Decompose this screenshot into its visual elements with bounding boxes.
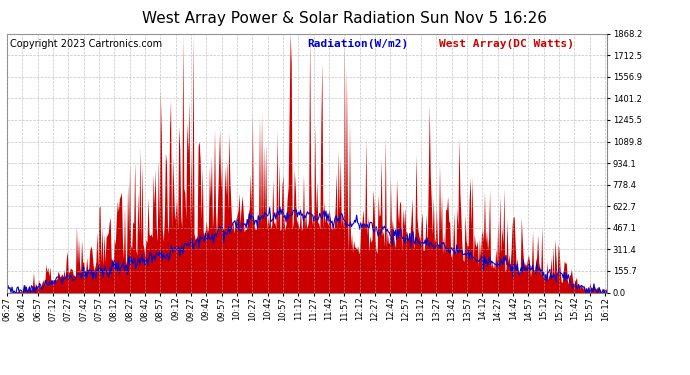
Text: Radiation(W/m2): Radiation(W/m2) [307, 39, 408, 49]
Text: West Array(DC Watts): West Array(DC Watts) [439, 39, 574, 49]
Text: West Array Power & Solar Radiation Sun Nov 5 16:26: West Array Power & Solar Radiation Sun N… [143, 11, 547, 26]
Text: Copyright 2023 Cartronics.com: Copyright 2023 Cartronics.com [10, 39, 162, 49]
